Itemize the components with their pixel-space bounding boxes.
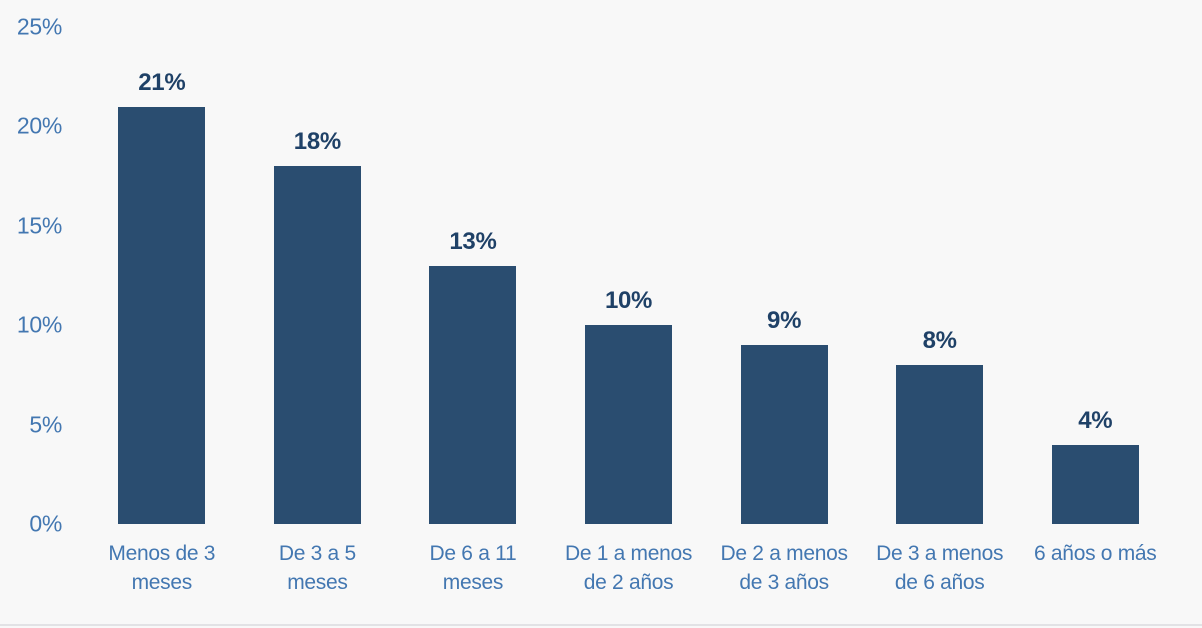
plot-area: 21% 18% 13% 10% 9% 8% 4% [84, 27, 1173, 524]
bar [273, 166, 361, 524]
bar-column: 8% [862, 27, 1018, 524]
x-tick-label: Menos de 3 meses [108, 542, 216, 594]
x-tick-label: De 6 a 11 meses [429, 542, 517, 594]
bar [118, 106, 206, 524]
bar [740, 345, 828, 524]
y-tick-label: 10% [16, 311, 62, 338]
bottom-divider [0, 624, 1202, 626]
bar-value-label: 10% [604, 287, 653, 315]
bar-value-label: 18% [293, 128, 341, 156]
y-tick-label: 15% [16, 212, 62, 239]
y-tick-label: 0% [29, 510, 62, 537]
y-tick-label: 20% [16, 112, 62, 139]
bar-value-label: 21% [138, 68, 186, 96]
y-axis: 0% 5% 10% 15% 20% 25% [0, 0, 62, 537]
x-tick-label: De 3 a 5 meses [278, 542, 356, 594]
bar-column: 18% [240, 27, 396, 524]
bar-column: 13% [395, 27, 551, 524]
bar [896, 365, 984, 524]
bar-value-label: 9% [767, 307, 802, 335]
bar [429, 265, 517, 524]
bar-column: 21% [84, 27, 240, 524]
bar-value-label: 4% [1078, 406, 1113, 434]
bar-column: 10% [551, 27, 707, 524]
bar [1051, 444, 1139, 524]
bar-value-label: 8% [922, 327, 957, 354]
x-tick-label: 6 años o más [1034, 542, 1157, 565]
bar [585, 325, 673, 524]
x-axis: Menos de 3 meses De 3 a 5 meses De 6 a 11 … [84, 539, 1173, 597]
bar-column: 4% [1017, 27, 1173, 524]
bar-column: 9% [706, 27, 862, 524]
x-tick-label: De 1 a menos de 2 años [564, 542, 693, 594]
y-tick-label: 25% [16, 13, 62, 40]
bar-value-label: 13% [449, 227, 497, 255]
x-tick-label: De 2 a menos de 3 años [720, 542, 848, 594]
x-tick-label: De 3 a menos de 6 años [876, 542, 1004, 594]
y-tick-label: 5% [29, 411, 62, 438]
